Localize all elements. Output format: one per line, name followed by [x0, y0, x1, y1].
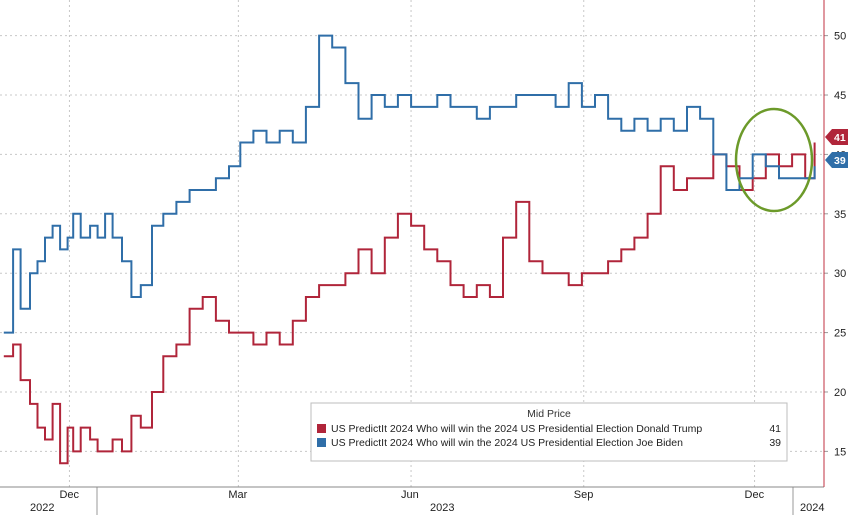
- legend-label: US PredictIt 2024 Who will win the 2024 …: [331, 423, 702, 435]
- y-tick-label: 35: [834, 209, 846, 221]
- value-tag-label: 41: [834, 132, 846, 144]
- x-tick-label: Mar: [228, 489, 247, 501]
- series-lines: [3, 34, 816, 465]
- last-value-tags: 41 39: [825, 129, 848, 168]
- legend-swatch: [317, 438, 326, 447]
- y-tick-label: 20: [834, 387, 846, 399]
- x-tick-label: Dec: [745, 489, 765, 501]
- y-tick-label: 25: [834, 328, 846, 340]
- value-tag-label: 39: [834, 155, 846, 167]
- x-tick-label: Sep: [574, 489, 594, 501]
- legend-swatch: [317, 424, 326, 433]
- series-line-0: [3, 142, 816, 465]
- year-label: 2022: [30, 502, 54, 514]
- y-tick-label: 30: [834, 268, 846, 280]
- year-label: 2024: [800, 502, 824, 514]
- y-tick-label: 50: [834, 31, 846, 43]
- legend-value: 41: [769, 423, 781, 435]
- annotation: [734, 107, 814, 213]
- series-line-1: [3, 34, 816, 334]
- legend-box: [310, 402, 788, 462]
- year-label: 2023: [430, 502, 454, 514]
- legend: Mid Price US PredictIt 2024 Who will win …: [310, 402, 788, 462]
- legend-title: Mid Price: [527, 408, 571, 420]
- legend-value: 39: [769, 437, 781, 449]
- x-tick-label: Jun: [401, 489, 419, 501]
- x-tick-label: Dec: [59, 489, 79, 501]
- y-tick-label: 15: [834, 446, 846, 458]
- value-tag-bg: [825, 129, 848, 145]
- y-tick-label: 45: [834, 90, 846, 102]
- value-tag-bg: [825, 152, 848, 168]
- legend-label: US PredictIt 2024 Who will win the 2024 …: [331, 437, 683, 449]
- annotation-ellipse: [734, 107, 814, 213]
